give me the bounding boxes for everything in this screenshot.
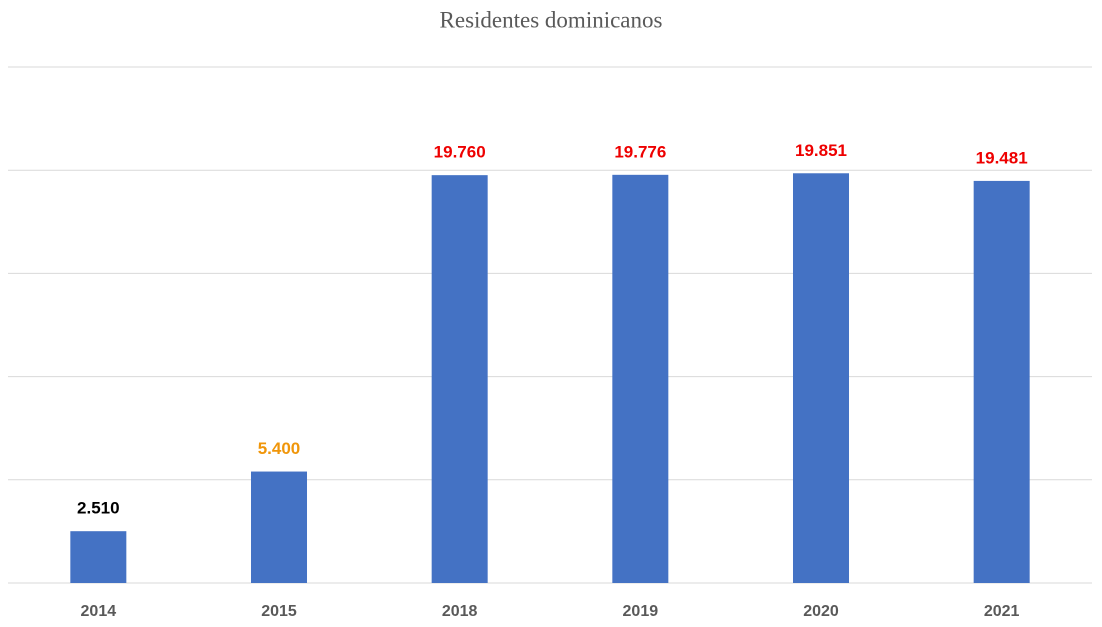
data-label: 19.481	[976, 148, 1028, 167]
bar	[70, 531, 127, 583]
bar	[612, 174, 669, 583]
data-label: 19.851	[795, 141, 847, 160]
x-tick-label: 2021	[984, 603, 1020, 620]
x-tick-label: 2019	[623, 603, 659, 620]
x-tick-label: 2020	[803, 603, 839, 620]
bar	[431, 175, 488, 583]
bar	[792, 173, 850, 583]
chart-title: Residentes dominicanos	[440, 7, 663, 32]
data-label: 2.510	[77, 499, 120, 518]
bar	[973, 180, 1030, 583]
data-label: 19.760	[434, 143, 486, 162]
x-tick-label: 2014	[81, 603, 117, 620]
data-label: 19.776	[614, 142, 666, 161]
bar	[250, 471, 308, 583]
data-label: 5.400	[258, 439, 301, 458]
x-tick-label: 2018	[442, 603, 478, 620]
x-tick-label: 2015	[261, 603, 297, 620]
